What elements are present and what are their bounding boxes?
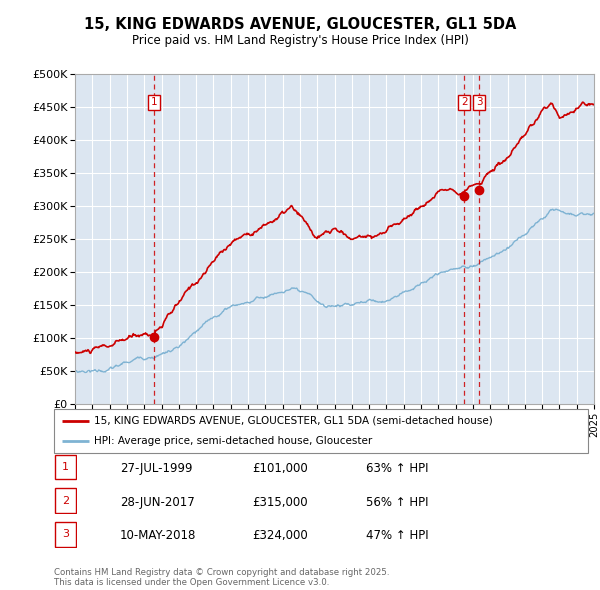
Text: £324,000: £324,000 xyxy=(252,529,308,542)
Text: £101,000: £101,000 xyxy=(252,462,308,475)
Text: 47% ↑ HPI: 47% ↑ HPI xyxy=(366,529,428,542)
Text: HPI: Average price, semi-detached house, Gloucester: HPI: Average price, semi-detached house,… xyxy=(94,436,372,446)
Text: Price paid vs. HM Land Registry's House Price Index (HPI): Price paid vs. HM Land Registry's House … xyxy=(131,34,469,47)
Text: 10-MAY-2018: 10-MAY-2018 xyxy=(120,529,196,542)
Text: 28-JUN-2017: 28-JUN-2017 xyxy=(120,496,195,509)
Text: Contains HM Land Registry data © Crown copyright and database right 2025.
This d: Contains HM Land Registry data © Crown c… xyxy=(54,568,389,587)
Text: 2: 2 xyxy=(461,97,467,107)
Text: 3: 3 xyxy=(62,529,69,539)
Text: 63% ↑ HPI: 63% ↑ HPI xyxy=(366,462,428,475)
Text: 1: 1 xyxy=(62,462,69,472)
Text: 1: 1 xyxy=(151,97,157,107)
Text: £315,000: £315,000 xyxy=(252,496,308,509)
Text: 56% ↑ HPI: 56% ↑ HPI xyxy=(366,496,428,509)
Text: 15, KING EDWARDS AVENUE, GLOUCESTER, GL1 5DA: 15, KING EDWARDS AVENUE, GLOUCESTER, GL1… xyxy=(84,17,516,31)
Text: 15, KING EDWARDS AVENUE, GLOUCESTER, GL1 5DA (semi-detached house): 15, KING EDWARDS AVENUE, GLOUCESTER, GL1… xyxy=(94,416,493,426)
Text: 3: 3 xyxy=(476,97,482,107)
Text: 2: 2 xyxy=(62,496,69,506)
Text: 27-JUL-1999: 27-JUL-1999 xyxy=(120,462,193,475)
